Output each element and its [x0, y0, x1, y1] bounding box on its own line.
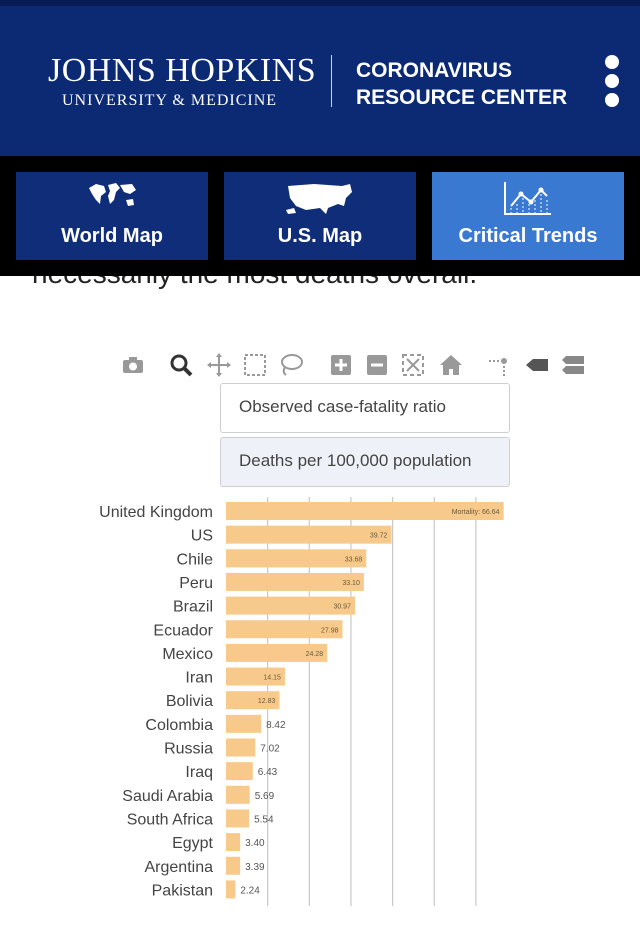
- bar-mexico[interactable]: [226, 643, 328, 662]
- category-label: Pakistan: [152, 882, 213, 899]
- us-map-label: U.S. Map: [277, 225, 363, 247]
- bar-brazil[interactable]: [226, 596, 355, 615]
- us-map-icon: [286, 184, 352, 214]
- category-label: Ecuador: [153, 622, 213, 639]
- bar-saudi-arabia[interactable]: [226, 785, 250, 804]
- hover-compare-icon[interactable]: [560, 352, 586, 378]
- critical-trends-label: Critical Trends: [458, 225, 598, 247]
- zoom-in-icon[interactable]: [328, 352, 354, 378]
- world-map-icon: [89, 183, 136, 206]
- bar-pakistan[interactable]: [226, 880, 236, 899]
- bar-us[interactable]: [226, 525, 392, 544]
- value-label: Mortality: 66.64: [452, 509, 500, 516]
- bar-ecuador[interactable]: [226, 620, 343, 639]
- category-label: United Kingdom: [99, 504, 213, 521]
- category-label: Chile: [177, 551, 214, 568]
- top-strip: [0, 0, 640, 6]
- header-divider: [331, 55, 332, 107]
- site-header: JOHNS HOPKINS UNIVERSITY & MEDICINE CORO…: [0, 0, 640, 156]
- value-label: 33.10: [342, 580, 360, 587]
- category-label: Egypt: [172, 835, 213, 852]
- category-label: Iraq: [185, 764, 213, 781]
- bar-iran[interactable]: [226, 667, 285, 686]
- bar-argentina[interactable]: [226, 856, 241, 875]
- autoscale-icon[interactable]: [400, 352, 426, 378]
- logo-name[interactable]: JOHNS HOPKINS: [48, 52, 317, 89]
- value-label: 6.43: [258, 767, 278, 778]
- camera-icon[interactable]: [120, 352, 146, 378]
- category-label: Colombia: [145, 717, 213, 734]
- value-label: 27.98: [321, 627, 339, 634]
- spike-lines-icon[interactable]: [486, 352, 512, 378]
- trend-chart-icon: [504, 182, 551, 215]
- critical-trends-button[interactable]: Critical Trends: [432, 172, 624, 260]
- category-label: Mexico: [162, 646, 213, 663]
- resource-center-title[interactable]: CORONAVIRUS RESOURCE CENTER: [356, 57, 567, 111]
- chart-category-labels: United Kingdom US Chile Peru Brazil Ecuador Me…: [99, 504, 214, 899]
- category-label: Peru: [179, 575, 213, 592]
- deaths-bar-chart: United Kingdom US Chile Peru Brazil Ecuador Me…: [99, 497, 504, 907]
- pan-icon[interactable]: [206, 352, 232, 378]
- category-label: Brazil: [173, 599, 213, 616]
- world-map-label: World Map: [61, 225, 163, 247]
- bar-south-africa[interactable]: [226, 809, 250, 828]
- vertical-dots-icon[interactable]: [603, 55, 621, 107]
- logo-subtitle[interactable]: UNIVERSITY & MEDICINE: [62, 92, 278, 109]
- category-label: Russia: [164, 741, 213, 758]
- box-select-icon[interactable]: [242, 352, 268, 378]
- title-line-1: CORONAVIRUS: [356, 59, 512, 82]
- category-label: Argentina: [145, 859, 214, 876]
- zoom-out-icon[interactable]: [364, 352, 390, 378]
- observed-cfr-option[interactable]: Observed case-fatality ratio: [220, 383, 510, 433]
- chart-bars: [226, 502, 504, 899]
- value-label: 14.15: [263, 675, 281, 682]
- reset-axes-icon[interactable]: [438, 352, 464, 378]
- category-label: Saudi Arabia: [122, 788, 213, 805]
- chart-value-labels: Mortality: 66.64 39.72 33.68 33.10 30.97 27.9…: [240, 509, 499, 896]
- value-label: 5.69: [255, 791, 275, 802]
- zoom-icon[interactable]: [168, 352, 194, 378]
- bar-chile[interactable]: [226, 549, 367, 568]
- value-label: 33.68: [345, 556, 363, 563]
- us-map-button[interactable]: U.S. Map: [224, 172, 416, 260]
- chart-toolbar: [118, 352, 598, 382]
- value-label: 30.97: [333, 604, 351, 611]
- world-map-button[interactable]: World Map: [16, 172, 208, 260]
- bar-colombia[interactable]: [226, 714, 262, 733]
- value-label: 3.39: [245, 862, 265, 873]
- value-label: 39.72: [370, 533, 388, 540]
- value-label: 2.24: [240, 885, 260, 896]
- deaths-per-100k-option[interactable]: Deaths per 100,000 population: [220, 437, 510, 487]
- bar-egypt[interactable]: [226, 833, 241, 852]
- bar-united-kingdom[interactable]: [226, 502, 504, 520]
- bar-peru[interactable]: [226, 572, 364, 591]
- value-label: 5.54: [254, 814, 274, 825]
- bar-russia[interactable]: [226, 738, 256, 757]
- category-label: Bolivia: [166, 693, 213, 710]
- value-label: 3.40: [245, 838, 265, 849]
- value-label: 8.42: [266, 720, 286, 731]
- value-label: 12.83: [258, 698, 276, 705]
- title-line-2: RESOURCE CENTER: [356, 86, 568, 109]
- bar-iraq[interactable]: [226, 762, 253, 781]
- lasso-select-icon[interactable]: [278, 352, 304, 378]
- category-label: South Africa: [127, 811, 213, 828]
- hover-closest-icon[interactable]: [524, 352, 550, 378]
- value-label: 7.02: [260, 744, 280, 755]
- category-label: US: [191, 528, 213, 545]
- category-label: Iran: [185, 670, 213, 687]
- bar-bolivia[interactable]: [226, 691, 280, 710]
- value-label: 24.28: [306, 651, 324, 658]
